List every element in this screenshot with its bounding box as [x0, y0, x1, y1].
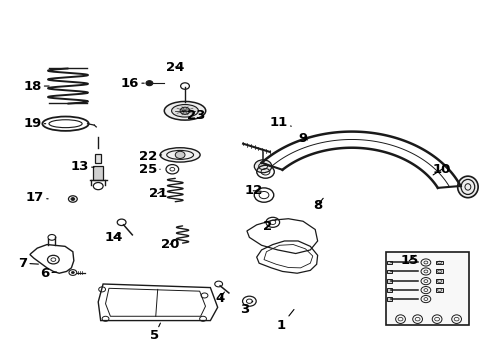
- Ellipse shape: [160, 148, 200, 162]
- Bar: [435, 270, 442, 273]
- Text: 23: 23: [182, 109, 204, 122]
- Text: 12: 12: [244, 184, 262, 197]
- Bar: [386, 297, 391, 301]
- Circle shape: [175, 151, 184, 158]
- Text: 2: 2: [263, 220, 276, 233]
- Bar: [386, 279, 391, 283]
- Circle shape: [180, 107, 189, 114]
- Text: 15: 15: [399, 254, 418, 267]
- Text: 25: 25: [139, 163, 160, 176]
- Text: 19: 19: [23, 117, 45, 130]
- Text: 6: 6: [40, 267, 56, 280]
- Text: 21: 21: [148, 187, 166, 200]
- Bar: [386, 261, 391, 264]
- Text: 11: 11: [269, 116, 291, 129]
- Ellipse shape: [164, 102, 205, 120]
- Bar: [435, 279, 442, 283]
- Text: 5: 5: [149, 323, 160, 342]
- Text: 22: 22: [139, 150, 161, 163]
- Bar: [93, 166, 103, 180]
- Text: 20: 20: [161, 238, 179, 251]
- Bar: [435, 288, 442, 292]
- Text: 4: 4: [215, 292, 224, 305]
- Text: 18: 18: [23, 80, 49, 93]
- Text: 17: 17: [26, 192, 48, 204]
- Circle shape: [254, 160, 271, 173]
- Text: 13: 13: [70, 160, 94, 173]
- Text: 16: 16: [121, 77, 144, 90]
- Bar: [386, 288, 391, 292]
- Ellipse shape: [457, 176, 477, 198]
- Text: 9: 9: [298, 132, 307, 145]
- Text: 14: 14: [104, 231, 123, 244]
- Circle shape: [71, 271, 74, 274]
- Text: 7: 7: [18, 257, 39, 270]
- Bar: [385, 252, 468, 325]
- Text: 10: 10: [432, 163, 450, 176]
- Ellipse shape: [171, 104, 198, 117]
- Text: 3: 3: [240, 301, 252, 316]
- Circle shape: [71, 198, 75, 201]
- Text: 8: 8: [312, 198, 323, 212]
- Text: 1: 1: [276, 310, 293, 332]
- Bar: [435, 261, 442, 265]
- Circle shape: [146, 81, 153, 86]
- Bar: [95, 154, 101, 163]
- Bar: [386, 270, 391, 273]
- Text: 24: 24: [166, 60, 184, 73]
